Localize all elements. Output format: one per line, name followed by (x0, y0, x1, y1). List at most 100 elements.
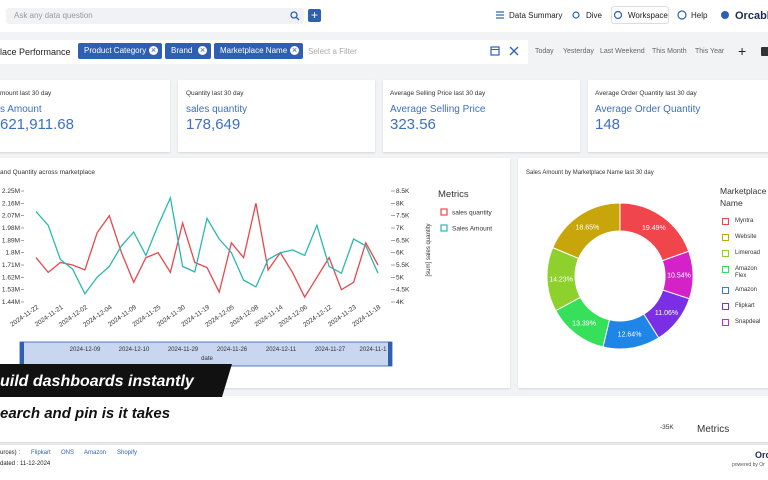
slider-label: 2024-11-27 (315, 347, 346, 353)
nav-dive[interactable]: Dive (586, 11, 603, 20)
segment-label: 10.54% (667, 273, 691, 280)
legend-swatch (722, 319, 729, 326)
slider-label: 2024-12-11 (266, 347, 297, 353)
brand-logo[interactable]: Orcabl (735, 10, 768, 22)
axis-tick: -35K (660, 424, 674, 431)
legend-label: Limeroad (735, 250, 761, 256)
y-tick-label: 1.89M (2, 237, 20, 244)
donut-segment (555, 296, 611, 348)
legend-swatch (722, 234, 729, 241)
kpi-label: Average Order Quantity (595, 104, 701, 115)
legend-label: Snapdeal (735, 319, 761, 325)
save-icon[interactable] (761, 47, 768, 56)
segment-label: 11.06% (655, 310, 678, 317)
slider-label: 2024-11-26 (217, 347, 248, 353)
kpi-value: 178,649 (186, 116, 241, 133)
legend-label: Flipkart (735, 303, 755, 309)
add-widget[interactable]: + (738, 43, 747, 59)
date-option[interactable]: This Month (652, 48, 687, 55)
add-button[interactable]: + (308, 9, 321, 22)
source-link[interactable]: Shopify (117, 450, 138, 456)
sources-label: urces) : (0, 450, 21, 456)
slider-handle[interactable] (20, 342, 24, 366)
source-link[interactable]: Amazon (84, 450, 107, 456)
y-tick-label: 2.07M (2, 213, 20, 220)
y2-tick-label: 4K (396, 299, 405, 306)
filter-chip[interactable]: Brand (165, 43, 211, 59)
date-option[interactable]: Yesterday (563, 48, 594, 55)
legend-label: Myntra (735, 218, 754, 224)
donut-chart-title: Sales Amount by Marketplace Name last 30… (526, 170, 654, 176)
date-option[interactable]: Last Weekend (600, 48, 645, 55)
filter-chip[interactable]: Product Category (78, 43, 162, 59)
nav-data-summary[interactable]: Data Summary (509, 11, 563, 20)
slider-label: 2024-11-1 (360, 347, 388, 353)
y-tick-label: 1.44M (2, 299, 20, 306)
donut-legend-title: Marketplace Name (720, 186, 767, 208)
date-option[interactable]: This Year (695, 48, 725, 55)
slider-label: 2024-12-09 (70, 347, 101, 353)
y-tick-label: 2.25M (2, 188, 20, 195)
legend-swatch (722, 287, 729, 294)
kpi-label: s Amount (0, 104, 42, 115)
footer-logo: Orc (755, 450, 768, 460)
nav-icons (496, 10, 729, 20)
range-slider[interactable] (19, 341, 393, 367)
kpi-caption: Average Order Quantity last 30 day (595, 90, 697, 97)
kpi-value: 323.56 (390, 116, 436, 133)
kpi-card (178, 80, 375, 152)
nav-workspace[interactable]: Workspace (628, 11, 668, 20)
legend-label: Sales Amount (452, 226, 492, 233)
y2-tick-label: 8.5K (396, 188, 410, 195)
date-option[interactable]: Today (535, 48, 554, 55)
legend-swatch (722, 303, 729, 310)
source-link[interactable]: ONS (61, 450, 75, 456)
banner-line: uild dashboards instantly (0, 373, 194, 390)
slider-axis-label: date (201, 356, 213, 362)
legend-swatch (440, 224, 448, 232)
source-link[interactable]: Flipkart (31, 450, 51, 456)
banner-shape (0, 364, 232, 430)
filter-icons[interactable] (490, 45, 520, 57)
series-line (35, 195, 379, 296)
y-tick-label: 1.8M (6, 250, 20, 257)
y2-tick-label: 7.5K (396, 213, 410, 220)
search-icon[interactable] (290, 11, 300, 21)
search-placeholder: Ask any data question (14, 11, 93, 20)
kpi-card (0, 80, 170, 152)
donut-segment (602, 313, 660, 350)
donut-segment (661, 250, 694, 300)
legend-label: sales quantity (452, 210, 492, 217)
kpi-label: Average Selling Price (390, 104, 486, 115)
kpi-label: sales quantity (186, 104, 248, 115)
legend-title: Metrics (697, 424, 730, 435)
line-chart-title: and Quantity across marketplace (0, 169, 95, 176)
slider-label: 2024-11-29 (168, 347, 199, 353)
kpi-card (588, 80, 768, 152)
segment-label: 12.64% (618, 332, 642, 339)
segment-label: 18.65% (576, 224, 600, 231)
filter-placeholder[interactable]: Select a Filter (308, 47, 357, 56)
slider-label: 2024-12-10 (119, 347, 150, 353)
kpi-card (383, 80, 580, 152)
y2-tick-label: 8K (396, 200, 405, 207)
y2-tick-label: 7K (396, 225, 405, 232)
kpi-caption: Quantity last 30 day (186, 90, 244, 97)
y-tick-label: 1.98M (2, 225, 20, 232)
legend-swatch (722, 218, 729, 225)
search-box[interactable] (6, 8, 304, 24)
y-tick-label: 1.62M (2, 274, 20, 281)
donut-segment (546, 246, 582, 312)
legend-swatch (722, 250, 729, 257)
y2-tick-label: 4.5K (396, 287, 410, 294)
segment-label: 14.23% (549, 276, 573, 283)
nav-help[interactable]: Help (691, 11, 708, 20)
slider-handle[interactable] (388, 342, 392, 366)
series-line (35, 203, 379, 299)
kpi-value: 148 (595, 116, 621, 133)
kpi-caption: Average Selling Price last 30 day (390, 90, 486, 97)
legend-label: Website (735, 234, 757, 240)
segment-label: 19.49% (642, 225, 666, 232)
filter-chip[interactable]: Marketplace Name (214, 43, 303, 59)
